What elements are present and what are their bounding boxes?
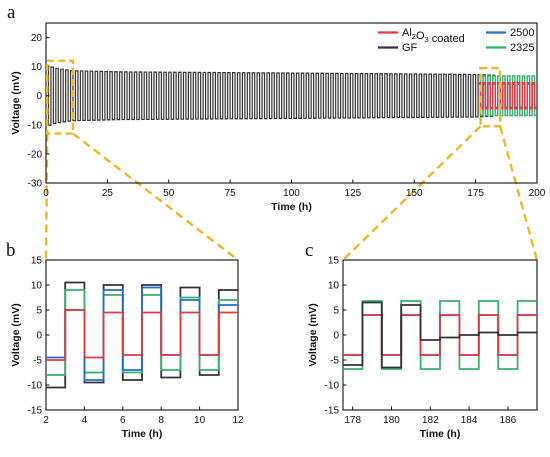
legend-label-s2500: 2500	[510, 27, 534, 39]
chart-b-y-tick-label: 10	[31, 281, 43, 292]
chart-b-x-tick-label: 2	[43, 415, 49, 426]
chart-c-x-axis-label: Time (h)	[420, 428, 461, 440]
zoom-connector-c-right	[499, 125, 539, 261]
chart-b-y-tick-label: 15	[31, 256, 43, 267]
chart-a-x-tick-label: 200	[529, 188, 546, 199]
chart-a-y-tick-label: 20	[31, 33, 43, 44]
chart-a-y-tick-label: 10	[31, 62, 43, 73]
chart-b-y-axis-label: Voltage (mV)	[10, 303, 22, 366]
chart-b-y-tick-label: -15	[28, 406, 43, 417]
chart-a-x-tick-label: 175	[467, 188, 484, 199]
chart-a-x-tick-label: 0	[43, 188, 49, 199]
zoom-connector-b-left	[44, 133, 49, 261]
panel-label-a: a	[7, 2, 16, 23]
chart-a-series-gf	[47, 65, 496, 126]
chart-c-y-tick-label: 15	[328, 256, 340, 267]
chart-c-x-tick-label: 184	[461, 415, 478, 426]
chart-b-y-tick-label: -5	[33, 356, 42, 367]
chart-c-x-tick-label: 186	[500, 415, 517, 426]
chart-a: 0 25 50 75 100 125 150 175 200 -30 -20 -10 0 10 20 Time…	[10, 22, 546, 213]
chart-b: 2 4 6 8 10 12 -15 -10 -5 0 5 10 15 Time (h) Voltage (m…	[10, 256, 244, 441]
legend-label-s2325: 2325	[510, 42, 534, 54]
chart-c: 178 180 182 184 186 -15 -10 -5 0 5 10 15 Time (h) Vol…	[307, 256, 538, 440]
chart-b-x-tick-label: 10	[194, 415, 206, 426]
chart-a-x-axis-label: Time (h)	[271, 201, 312, 213]
panel-label-c: c	[305, 240, 313, 261]
chart-c-x-tick-label: 182	[422, 415, 439, 426]
chart-b-x-tick-label: 4	[82, 415, 88, 426]
chart-b-y-tick-label: 0	[36, 331, 42, 342]
chart-b-y-tick-label: 5	[36, 306, 42, 317]
legend-label-gf: GF	[402, 42, 418, 54]
chart-a-legend: Al2O3 coated 2500 GF 2325	[378, 27, 534, 54]
chart-b-x-axis-label: Time (h)	[122, 428, 163, 440]
chart-a-x-tick-label: 50	[163, 188, 175, 199]
chart-b-x-tick-label: 6	[120, 415, 126, 426]
chart-b-series-al2o3	[46, 309, 238, 361]
chart-a-highlight-box-end	[479, 66, 502, 128]
chart-a-y-tick-label: -20	[28, 149, 43, 160]
zoom-connector-b-right	[72, 132, 239, 261]
chart-b-x-tick-label: 12	[232, 415, 244, 426]
chart-c-x-tick-label: 180	[383, 415, 400, 426]
chart-c-y-tick-label: 0	[333, 331, 339, 342]
chart-c-series-gf	[343, 301, 537, 369]
chart-a-y-tick-label: -30	[28, 179, 43, 190]
zoom-connector-lines	[44, 125, 539, 261]
chart-a-highlight-box-start	[46, 59, 75, 135]
chart-a-y-tick-label: -10	[28, 120, 43, 131]
zoom-connector-c-left	[342, 125, 482, 261]
chart-a-y-axis-label: Voltage (mV)	[10, 71, 22, 134]
chart-c-y-tick-label: -10	[325, 381, 340, 392]
chart-b-y-tick-label: -10	[28, 381, 43, 392]
chart-c-y-axis-label: Voltage (mV)	[307, 303, 319, 366]
chart-a-x-tick-label: 150	[406, 188, 423, 199]
chart-a-x-tick-label: 25	[102, 188, 114, 199]
legend-label-al2o3: Al2O3 coated	[402, 27, 465, 45]
panel-label-b: b	[6, 240, 16, 261]
chart-a-x-tick-label: 125	[345, 188, 362, 199]
chart-a-x-tick-label: 75	[225, 188, 237, 199]
chart-c-y-tick-label: 5	[333, 306, 339, 317]
chart-a-y-tick-label: 0	[36, 91, 42, 102]
chart-c-y-tick-label: 10	[328, 281, 340, 292]
chart-a-series-al2o3	[478, 81, 537, 110]
chart-c-y-tick-label: -5	[330, 356, 339, 367]
chart-b-x-tick-label: 8	[158, 415, 164, 426]
chart-a-x-tick-label: 100	[283, 188, 300, 199]
chart-c-y-tick-label: -15	[325, 406, 340, 417]
chart-c-x-tick-label: 178	[344, 415, 361, 426]
